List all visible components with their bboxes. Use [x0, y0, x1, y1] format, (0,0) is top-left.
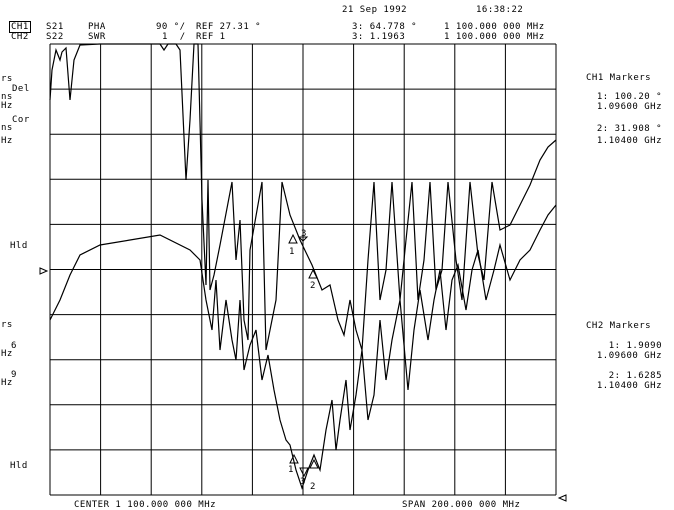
ch1-markers-title: CH1 Markers	[586, 73, 652, 83]
ch2-swr-trace	[49, 204, 557, 490]
ch1-marker-2-freq: 1.10400 GHz	[596, 136, 662, 146]
left-annot: rs	[1, 320, 13, 330]
ch1-marker-2-value: 2: 31.908 °	[596, 124, 662, 134]
ch1-marker-freq: 1 100.000 000 MHz	[444, 22, 545, 32]
center-frequency: CENTER 1 100.000 000 MHz	[74, 500, 217, 510]
ch2-format: SWR	[88, 32, 106, 42]
left-annot: Del	[12, 84, 30, 94]
ch2-label[interactable]: CH2	[11, 32, 29, 42]
ch2-marker-2	[309, 458, 319, 469]
ch2-marker-2-label: 2	[310, 482, 315, 492]
ch2-ref-pointer	[557, 494, 567, 502]
ch1-ref-pointer	[39, 267, 49, 275]
ch2-marker-readout: 3: 1.1963	[352, 32, 406, 42]
left-annot: Hz	[1, 378, 13, 388]
left-annot: 9	[11, 370, 17, 380]
ch1-marker-1-label: 1	[289, 247, 294, 257]
left-annot: Cor	[12, 115, 30, 125]
ch2-param: S22	[46, 32, 64, 42]
graticule	[49, 43, 557, 496]
ch2-marker-2-value: 2: 1.6285	[608, 371, 662, 381]
date-readout: 21 Sep 1992	[342, 5, 408, 15]
ch1-hold-indicator: Hld	[10, 241, 28, 251]
ch2-marker-3	[299, 467, 309, 478]
ch2-marker-3-label: 3	[300, 477, 305, 487]
ch1-ref: REF 27.31 °	[196, 22, 262, 32]
ch1-marker-readout: 3: 64.778 °	[352, 22, 418, 32]
ch1-marker-1	[288, 233, 298, 244]
time-readout: 16:38:22	[476, 5, 524, 15]
ch2-marker-2-freq: 1.10400 GHz	[596, 381, 662, 391]
ch2-marker-freq: 1 100.000 000 MHz	[444, 32, 545, 42]
ch1-marker-1-freq: 1.09600 GHz	[596, 102, 662, 112]
left-annot: Hz	[1, 101, 13, 111]
left-annot: Hz	[1, 349, 13, 359]
ch1-format: PHA	[88, 22, 106, 32]
ch2-hold-indicator: Hld	[10, 461, 28, 471]
span-frequency: SPAN 200.000 000 MHz	[402, 500, 521, 510]
ch2-marker-1-value: 1: 1.9090	[608, 341, 662, 351]
left-annot: ns	[1, 123, 13, 133]
ch2-marker-1	[289, 453, 299, 464]
ch2-scale: 1 /	[162, 32, 186, 42]
ch1-marker-2-label: 2	[310, 281, 315, 291]
ch1-param: S21	[46, 22, 64, 32]
ch1-label[interactable]: CH1	[9, 21, 31, 33]
left-annot: 6	[11, 341, 17, 351]
left-annot: Hz	[1, 136, 13, 146]
left-annot: rs	[1, 74, 13, 84]
left-annot: ns	[1, 92, 13, 102]
ch1-marker-2	[308, 268, 318, 279]
ch1-marker-3	[297, 236, 309, 242]
ch1-marker-1-value: 1: 100.20 °	[596, 92, 662, 102]
ch2-marker-1-freq: 1.09600 GHz	[596, 351, 662, 361]
ch1-marker-3-label: 3	[301, 229, 306, 239]
ch2-marker-1-label: 1	[288, 465, 293, 475]
ch1-scale: 90 °/	[156, 22, 186, 32]
ch2-markers-title: CH2 Markers	[586, 321, 652, 331]
ch2-ref: REF 1	[196, 32, 226, 42]
